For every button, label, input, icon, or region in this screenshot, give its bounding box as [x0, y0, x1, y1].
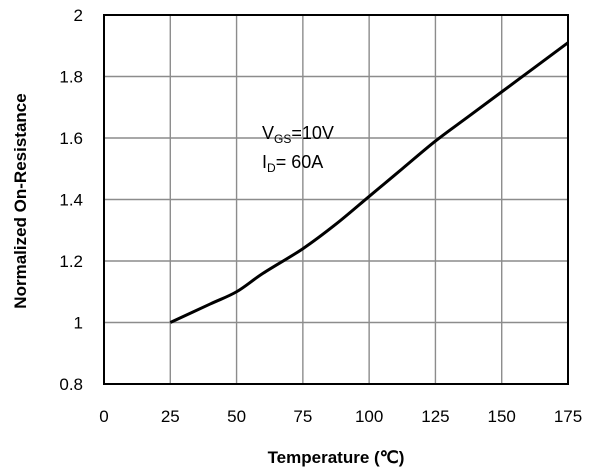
x-tick-label: 25: [161, 407, 180, 426]
annotation-id-prefix: I: [262, 152, 267, 172]
x-tick-label: 0: [99, 407, 108, 426]
y-axis-label: Normalized On-Resistance: [11, 93, 30, 308]
y-tick-label: 1.2: [59, 252, 83, 271]
annotation-id: ID= 60A: [262, 152, 323, 175]
x-tick-label: 75: [293, 407, 312, 426]
y-axis-ticks: 0.8 1 1.2 1.4 1.6 1.8 2: [59, 6, 83, 394]
x-tick-label: 125: [421, 407, 449, 426]
x-tick-label: 50: [227, 407, 246, 426]
y-tick-label: 1.8: [59, 68, 83, 87]
plot-frame: [103, 14, 569, 385]
y-tick-label: 1.4: [59, 191, 83, 210]
x-tick-label: 150: [488, 407, 516, 426]
x-tick-label: 100: [355, 407, 383, 426]
data-series-line: [169, 41, 569, 324]
annotation-vgs-value: =10V: [291, 123, 334, 143]
x-axis-ticks: 0 25 50 75 100 125 150 175: [99, 407, 582, 426]
y-tick-label: 1: [74, 314, 83, 333]
annotation-vgs-subscript: GS: [274, 132, 291, 146]
annotation-id-value: = 60A: [276, 152, 324, 172]
x-tick-label: 175: [554, 407, 582, 426]
x-axis-label: Temperature (℃): [268, 448, 405, 467]
y-tick-label: 2: [74, 6, 83, 25]
grid: [103, 14, 569, 385]
y-tick-label: 1.6: [59, 129, 83, 148]
annotation-id-subscript: D: [267, 161, 276, 175]
annotation-vgs-prefix: V: [262, 123, 274, 143]
annotation-vgs: VGS=10V: [262, 123, 334, 146]
y-tick-label: 0.8: [59, 375, 83, 394]
